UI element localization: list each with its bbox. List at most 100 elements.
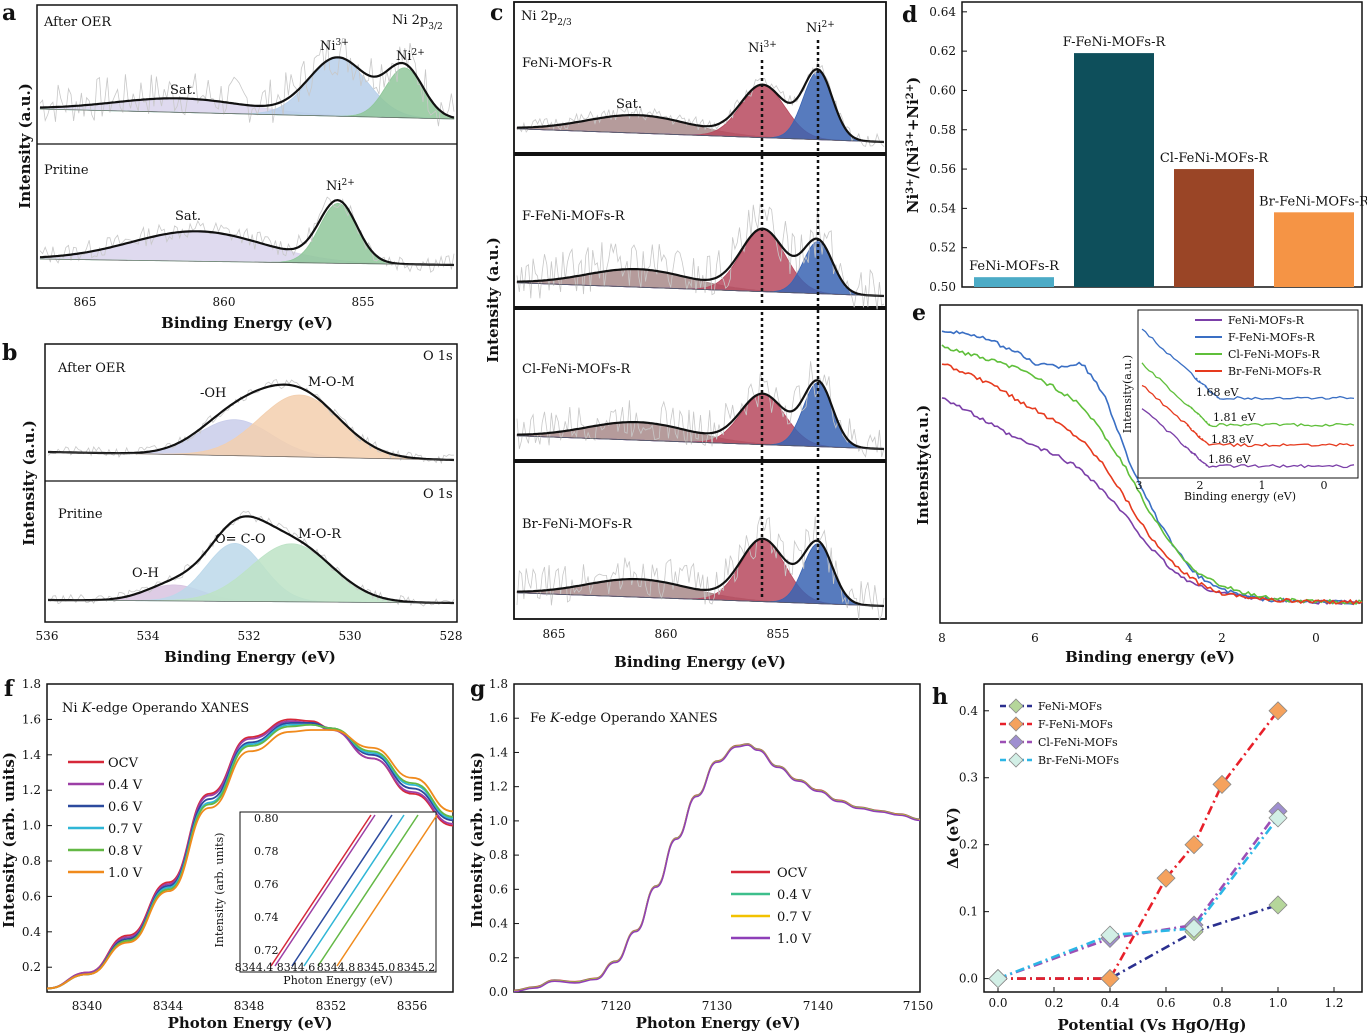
series-line — [513, 743, 921, 992]
tick-label: 8345.0 — [357, 961, 396, 974]
gap-label: 1.81 eV — [1213, 411, 1256, 424]
legend-entry: FeNi-MOFs-R — [1228, 314, 1305, 327]
inset-curves — [1141, 328, 1355, 469]
panel-c: c Ni 2p2/3 FeNi-MOFs-R F-FeNi-MOFs-R Cl-… — [484, 0, 887, 671]
panel-g-curves — [513, 743, 921, 993]
data-point — [1184, 918, 1204, 938]
gap-label: 1.68 eV — [1196, 386, 1239, 399]
tick-label: 865 — [543, 627, 566, 641]
peak-label-mom: M-O-M — [308, 375, 355, 390]
bar-label: F-FeNi-MOFs-R — [1063, 35, 1167, 50]
panel-e-curves — [941, 330, 1363, 606]
data-point — [1268, 895, 1288, 915]
tick-label: 1.2 — [1324, 996, 1343, 1010]
panel-d-y-title: Ni3+/(Ni3++Ni2+) — [904, 77, 922, 214]
tick-label: 8340 — [72, 999, 103, 1013]
panel-b-frame — [44, 343, 458, 623]
tick-label: 0.50 — [929, 280, 956, 294]
legend-entry: Cl-FeNi-MOFs — [1038, 736, 1118, 749]
legend-entry: Cl-FeNi-MOFs-R — [1228, 348, 1320, 361]
tick-label: 8 — [938, 631, 946, 645]
panel-h-x-ticks: 0.0 0.2 0.4 0.6 0.8 1.0 1.2 — [988, 987, 1344, 1010]
panel-b-bottom-label: Pritine — [58, 507, 103, 522]
legend-entry: 0.8 V — [108, 844, 143, 859]
legend-entry: FeNi-MOFs — [1038, 700, 1102, 713]
panel-h-x-title: Potential (Vs HgO/Hg) — [1058, 1016, 1247, 1034]
panel-f-inset: 8344.4 8344.6 8344.8 8345.0 8345.2 0.80 … — [213, 811, 438, 987]
tick-label: 0.76 — [254, 878, 279, 891]
panel-e-frame — [939, 304, 1363, 624]
panel-f-legend: OCV 0.4 V 0.6 V 0.7 V 0.8 V 1.0 V — [68, 756, 143, 881]
panel-e-x-ticks: 8 6 4 2 0 — [938, 631, 1320, 645]
panel-h-legend: FeNi-MOFs F-FeNi-MOFs Cl-FeNi-MOFs Br-FeNi-… — [1000, 698, 1119, 768]
series-line — [941, 344, 1363, 605]
peak-label-oh: -OH — [200, 386, 226, 401]
panel-letter-d: d — [902, 2, 917, 28]
background-line — [516, 592, 885, 607]
tick-label: 0.4 — [1100, 996, 1119, 1010]
tick-label: 0.4 — [959, 704, 978, 718]
series-line — [513, 743, 921, 992]
inset-frame — [239, 811, 437, 973]
data-point — [1268, 701, 1288, 721]
panel-a-bottom-label: Pritine — [44, 163, 89, 178]
panel-f-y-title: Intensity (arb. units) — [0, 752, 18, 928]
panel-letter-a: a — [2, 0, 16, 26]
raw-spectrum — [39, 37, 455, 127]
panel-c-x-ticks: 865 860 855 — [543, 627, 790, 641]
inset-curves — [270, 814, 438, 967]
peak-label-sat: Sat. — [616, 97, 642, 112]
panel-h-y-ticks: 0.0 0.1 0.2 0.3 0.4 — [959, 704, 989, 986]
panel-g-frame — [513, 683, 921, 993]
series-line — [46, 723, 454, 990]
tick-label: 8345.2 — [397, 961, 436, 974]
tick-label: 865 — [74, 295, 97, 309]
panel-h-y-title: Δe (eV) — [944, 807, 962, 869]
tick-label: 0.2 — [1044, 996, 1063, 1010]
panel-a-top-label: After OER — [43, 15, 112, 30]
peak-label-ni2-bottom: Ni2+ — [326, 178, 355, 194]
tangent-line — [1186, 424, 1210, 446]
bar-label: Br-FeNi-MOFs-R — [1259, 194, 1367, 209]
panel-a-bottom-spectrum — [39, 196, 455, 273]
inset-y-title: Intensity (arb. units) — [213, 833, 226, 948]
legend-entry: Br-FeNi-MOFs — [1038, 754, 1119, 767]
tick-label: 2 — [1218, 631, 1226, 645]
tick-label: 1.6 — [489, 711, 508, 725]
panel-c-x-title: Binding Energy (eV) — [614, 653, 786, 671]
peak-label-sat-bottom: Sat. — [175, 209, 201, 224]
tick-label: 534 — [137, 629, 160, 643]
tick-label: 0.62 — [929, 44, 956, 58]
inset-series-line — [317, 814, 419, 967]
legend-entry: 1.0 V — [777, 932, 812, 947]
legend-entry: F-FeNi-MOFs — [1038, 718, 1113, 731]
tick-label: 8356 — [397, 999, 428, 1013]
tick-label: 2 — [1197, 479, 1204, 492]
tick-label: 0.6 — [489, 882, 508, 896]
data-point — [1100, 969, 1120, 989]
data-point — [1100, 925, 1120, 945]
tick-label: 1.0 — [1268, 996, 1287, 1010]
tick-label: 0.2 — [489, 951, 508, 965]
bar — [1274, 212, 1354, 287]
legend-entry: OCV — [777, 866, 808, 881]
gap-label: 1.83 eV — [1211, 433, 1254, 446]
tick-label: 860 — [655, 627, 678, 641]
tick-label: 0.72 — [254, 944, 279, 957]
panel-letter-c: c — [490, 0, 503, 26]
panel-a-x-ticks: 865 860 855 — [74, 295, 375, 309]
tick-label: 536 — [36, 629, 59, 643]
peak-label-ni3: Ni3+ — [320, 38, 349, 54]
envelope-fit — [516, 537, 885, 608]
tick-label: 0.6 — [1156, 996, 1175, 1010]
tick-label: 8344.4 — [235, 961, 274, 974]
tick-label: 7140 — [803, 999, 834, 1013]
panel-g-y-ticks: 0.0 0.2 0.4 0.6 0.8 1.0 1.2 1.4 1.6 1.8 — [489, 677, 519, 999]
panel-e-inset: FeNi-MOFs-R F-FeNi-MOFs-R Cl-FeNi-MOFs-R Br… — [1121, 309, 1359, 503]
tick-label: 0.8 — [1212, 996, 1231, 1010]
legend-entry: 0.4 V — [777, 888, 812, 903]
tick-label: 7130 — [702, 999, 733, 1013]
legend-marker — [1008, 752, 1024, 768]
tick-label: 0.4 — [22, 925, 41, 939]
